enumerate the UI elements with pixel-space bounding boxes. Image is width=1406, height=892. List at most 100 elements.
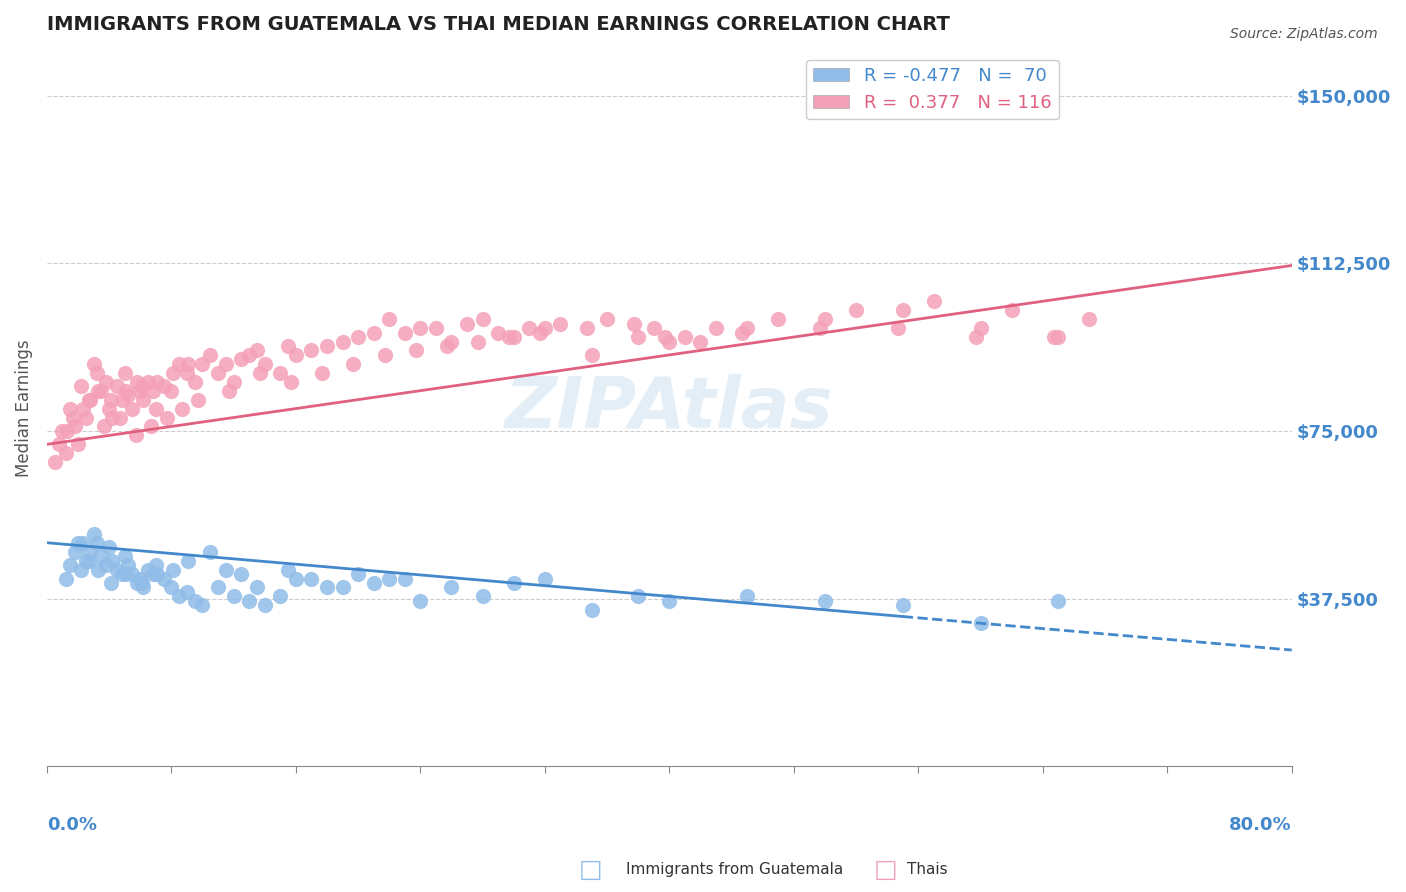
Point <box>145 558 167 573</box>
Point <box>183 594 205 608</box>
Legend: R = -0.477   N =  70, R =  0.377   N = 116: R = -0.477 N = 70, R = 0.377 N = 116 <box>806 60 1059 120</box>
Point <box>808 321 831 335</box>
Point <box>332 581 354 595</box>
Point <box>277 339 299 353</box>
Point <box>207 366 229 380</box>
Point <box>160 384 183 398</box>
Point <box>191 357 214 371</box>
Point <box>342 357 364 371</box>
Point <box>131 576 153 591</box>
Point <box>222 375 245 389</box>
Point <box>471 312 494 326</box>
Point <box>66 535 89 549</box>
Point <box>277 563 299 577</box>
Point <box>215 563 238 577</box>
Point <box>436 339 458 353</box>
Point <box>231 567 253 582</box>
Point <box>90 384 112 398</box>
Point <box>55 446 77 460</box>
Point <box>238 594 260 608</box>
Point <box>623 317 645 331</box>
Point <box>231 352 253 367</box>
Point <box>110 567 132 582</box>
Point <box>502 330 524 344</box>
Point <box>70 379 93 393</box>
Point <box>183 375 205 389</box>
Point <box>136 563 159 577</box>
Point <box>108 410 131 425</box>
Point <box>87 384 110 398</box>
Point <box>127 576 149 591</box>
Point <box>284 572 307 586</box>
Point <box>207 581 229 595</box>
Point <box>77 392 100 407</box>
Point <box>132 392 155 407</box>
Point <box>100 392 122 407</box>
Point <box>471 590 494 604</box>
Point <box>145 401 167 416</box>
Point <box>152 379 174 393</box>
Point <box>332 334 354 349</box>
Point <box>172 401 194 416</box>
Text: ZIPAtlas: ZIPAtlas <box>505 374 834 443</box>
Text: Thais: Thais <box>907 863 948 877</box>
Point <box>176 585 198 599</box>
Point <box>814 312 837 326</box>
Point <box>129 572 152 586</box>
Point <box>498 330 520 344</box>
Point <box>596 312 619 326</box>
Point <box>409 321 432 335</box>
Point <box>316 581 339 595</box>
Point <box>72 401 94 416</box>
Text: Immigrants from Guatemala: Immigrants from Guatemala <box>626 863 844 877</box>
Point <box>284 348 307 362</box>
Point <box>79 392 101 407</box>
Point <box>1001 303 1024 318</box>
Point <box>550 317 572 331</box>
Point <box>66 437 89 451</box>
Point <box>378 572 401 586</box>
Point <box>347 567 370 582</box>
Point <box>922 294 945 309</box>
Point <box>280 375 302 389</box>
Point <box>98 401 121 416</box>
Point <box>105 379 128 393</box>
Point <box>110 392 132 407</box>
Point <box>177 553 200 567</box>
Point <box>347 330 370 344</box>
Point <box>117 388 139 402</box>
Point <box>215 357 238 371</box>
Y-axis label: Median Earnings: Median Earnings <box>15 340 32 477</box>
Point <box>90 549 112 563</box>
Point <box>105 563 128 577</box>
Point <box>689 334 711 349</box>
Point <box>177 357 200 371</box>
Point <box>253 357 276 371</box>
Point <box>969 616 991 631</box>
Point <box>363 326 385 340</box>
Point <box>456 317 478 331</box>
Text: □: □ <box>875 858 897 881</box>
Point <box>142 384 165 398</box>
Point <box>1047 594 1070 608</box>
Point <box>311 366 333 380</box>
Point <box>56 424 79 438</box>
Point <box>1047 330 1070 344</box>
Point <box>704 321 727 335</box>
Point <box>51 424 73 438</box>
Point <box>94 558 117 573</box>
Point <box>146 567 169 582</box>
Point <box>152 572 174 586</box>
Point <box>162 366 184 380</box>
Point <box>1042 330 1064 344</box>
Point <box>98 540 121 554</box>
Point <box>75 410 97 425</box>
Point <box>222 590 245 604</box>
Point <box>269 590 291 604</box>
Point <box>167 357 190 371</box>
Point <box>114 549 136 563</box>
Point <box>467 334 489 349</box>
Point <box>814 594 837 608</box>
Point <box>238 348 260 362</box>
Point <box>768 312 790 326</box>
